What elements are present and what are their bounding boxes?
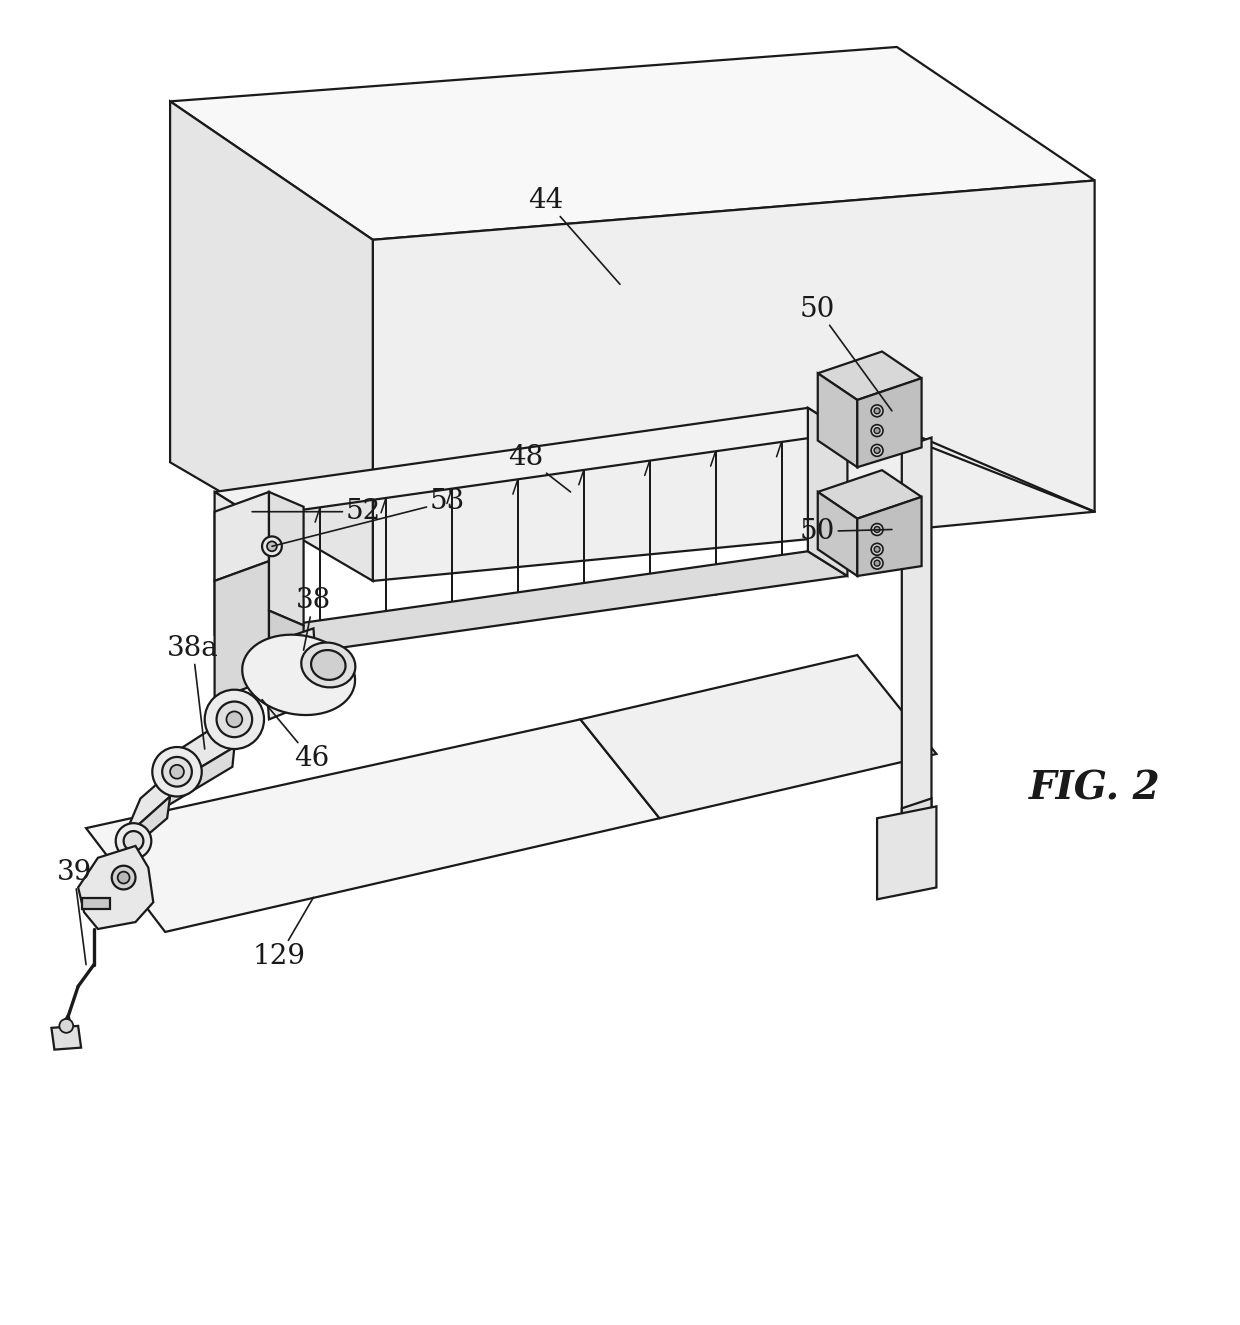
- Polygon shape: [164, 747, 234, 808]
- Ellipse shape: [311, 651, 346, 680]
- Text: 48: 48: [508, 444, 570, 492]
- Text: 38a: 38a: [167, 635, 218, 749]
- Polygon shape: [901, 799, 931, 877]
- Text: 52: 52: [252, 498, 381, 525]
- Circle shape: [872, 523, 883, 535]
- Circle shape: [872, 405, 883, 417]
- Circle shape: [872, 444, 883, 456]
- Ellipse shape: [242, 635, 355, 716]
- Text: 53: 53: [272, 489, 465, 546]
- Polygon shape: [215, 551, 847, 660]
- Circle shape: [115, 823, 151, 859]
- Polygon shape: [857, 497, 921, 576]
- Circle shape: [112, 865, 135, 889]
- Polygon shape: [817, 374, 857, 468]
- Text: 39: 39: [57, 859, 92, 965]
- Circle shape: [170, 765, 184, 779]
- Circle shape: [874, 560, 880, 566]
- Circle shape: [227, 712, 242, 727]
- Polygon shape: [373, 180, 1095, 580]
- Polygon shape: [165, 705, 249, 788]
- Circle shape: [217, 701, 252, 737]
- Text: 50: 50: [800, 295, 892, 411]
- Polygon shape: [901, 437, 931, 819]
- Bar: [82, 898, 110, 909]
- Polygon shape: [269, 492, 304, 625]
- Polygon shape: [269, 611, 304, 700]
- Polygon shape: [86, 719, 660, 931]
- Circle shape: [162, 757, 192, 787]
- Circle shape: [205, 690, 264, 749]
- Polygon shape: [215, 408, 847, 517]
- Polygon shape: [808, 408, 847, 576]
- Polygon shape: [877, 807, 936, 900]
- Circle shape: [118, 872, 129, 884]
- Text: 50: 50: [800, 518, 892, 545]
- Polygon shape: [817, 470, 921, 518]
- Circle shape: [874, 526, 880, 533]
- Circle shape: [872, 543, 883, 555]
- Circle shape: [872, 558, 883, 568]
- Circle shape: [60, 1019, 73, 1032]
- Circle shape: [262, 537, 281, 556]
- Polygon shape: [219, 542, 252, 611]
- Polygon shape: [817, 351, 921, 400]
- Polygon shape: [219, 580, 252, 645]
- Circle shape: [124, 831, 144, 851]
- Polygon shape: [264, 628, 319, 719]
- Circle shape: [872, 425, 883, 436]
- Polygon shape: [857, 378, 921, 468]
- Circle shape: [267, 542, 277, 551]
- Polygon shape: [78, 845, 154, 929]
- Text: FIG. 2: FIG. 2: [1029, 770, 1161, 807]
- Polygon shape: [215, 562, 269, 700]
- Text: 44: 44: [528, 187, 620, 285]
- Polygon shape: [170, 101, 373, 580]
- Circle shape: [874, 408, 880, 413]
- Circle shape: [874, 428, 880, 433]
- Polygon shape: [215, 492, 254, 660]
- Polygon shape: [124, 757, 188, 837]
- Polygon shape: [817, 492, 857, 576]
- Circle shape: [874, 546, 880, 553]
- Circle shape: [153, 747, 202, 796]
- Polygon shape: [51, 1026, 81, 1049]
- Text: 129: 129: [253, 897, 314, 970]
- Polygon shape: [580, 655, 936, 819]
- Polygon shape: [120, 796, 170, 857]
- Ellipse shape: [301, 643, 356, 688]
- Text: 38: 38: [296, 587, 331, 651]
- Polygon shape: [170, 46, 1095, 240]
- Polygon shape: [215, 492, 269, 580]
- Circle shape: [874, 448, 880, 453]
- Text: 46: 46: [262, 700, 329, 772]
